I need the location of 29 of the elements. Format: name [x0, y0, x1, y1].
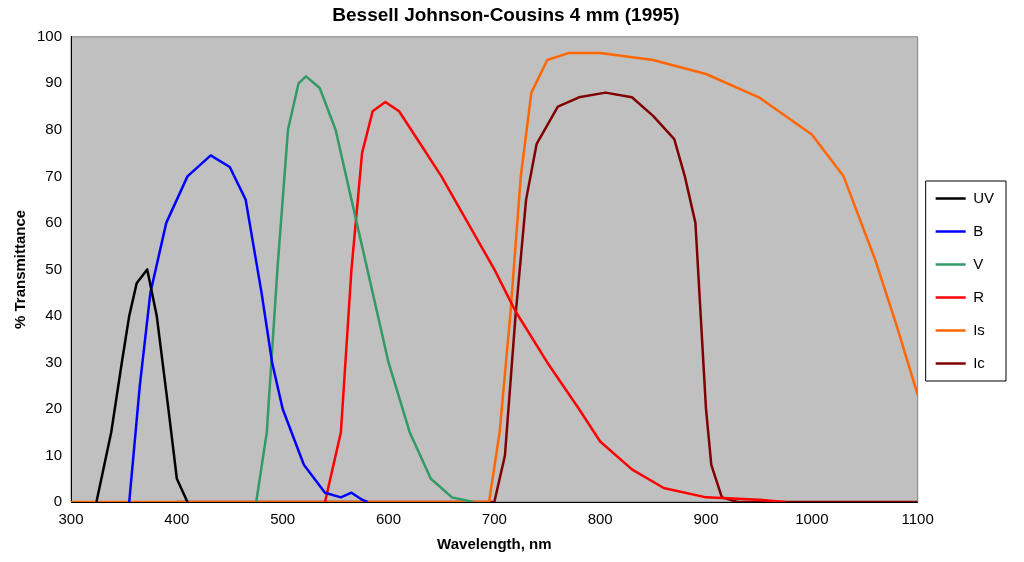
y-tick-label: 50: [45, 259, 63, 277]
legend-label: Is: [973, 320, 985, 338]
y-tick-label: 70: [45, 166, 63, 184]
x-tick-label: 800: [587, 510, 613, 528]
y-tick-label: 30: [45, 352, 63, 370]
legend-label: B: [973, 221, 984, 239]
x-tick-label: 500: [270, 510, 296, 528]
y-tick-label: 40: [45, 306, 63, 324]
x-tick-label: 1000: [795, 510, 829, 528]
x-tick-label: 900: [693, 510, 719, 528]
y-tick-label: 100: [37, 26, 63, 44]
x-axis-title: Wavelength, nm: [437, 535, 552, 553]
chart-title: Bessell Johnson-Cousins 4 mm (1995): [332, 3, 680, 25]
legend-label: R: [973, 287, 985, 305]
x-tick-label: 400: [164, 510, 190, 528]
x-tick-label: 700: [481, 510, 507, 528]
y-tick-label: 80: [45, 119, 63, 137]
legend-label: V: [973, 254, 984, 272]
y-tick-label: 10: [45, 445, 63, 463]
y-axis-title: % Transmittance: [11, 209, 29, 330]
legend-label: Ic: [973, 353, 986, 371]
x-tick-label: 1100: [901, 510, 934, 528]
y-tick-label: 20: [45, 399, 63, 417]
y-tick-label: 90: [45, 73, 63, 91]
legend-label: UV: [973, 188, 995, 206]
x-tick-label: 300: [58, 510, 84, 528]
y-tick-label: 0: [53, 492, 63, 510]
y-tick-label: 60: [45, 213, 63, 231]
x-tick-label: 600: [376, 510, 402, 528]
